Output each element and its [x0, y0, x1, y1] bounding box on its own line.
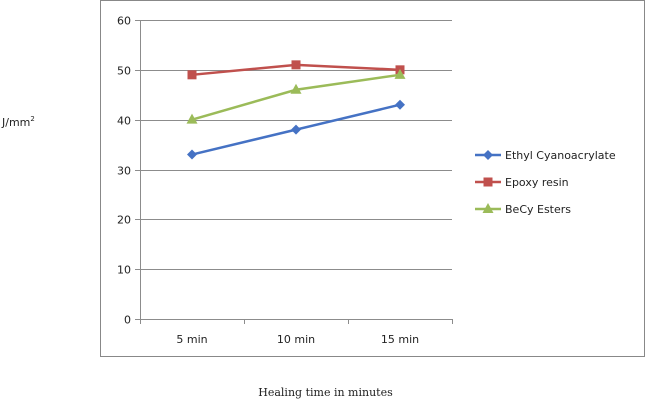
y-tick-label: 60	[117, 15, 131, 28]
data-point	[291, 124, 301, 135]
x-axis-label: Healing time in minutes	[258, 386, 393, 399]
y-tick-label: 30	[117, 165, 131, 178]
legend: Ethyl Cyanoacrylate Epoxy resin BeCy Ester…	[475, 149, 616, 216]
legend-marker	[483, 177, 493, 187]
series-3	[186, 68, 406, 124]
series-2	[187, 60, 405, 80]
y-tick-label: 50	[117, 65, 131, 78]
legend-item: Epoxy resin	[475, 176, 569, 189]
y-axis-label-base: J/mm	[1, 116, 30, 129]
y-tick-labels: 0 10 20 30 40 50 60	[117, 15, 131, 327]
x-tick-label: 15 min	[381, 333, 419, 346]
chart-border	[100, 0, 645, 357]
data-point	[186, 113, 198, 124]
legend-item: BeCy Esters	[475, 203, 571, 216]
y-tick-label: 40	[117, 115, 131, 128]
x-tick-label: 5 min	[176, 333, 207, 346]
data-point	[394, 68, 406, 79]
y-tick-label: 0	[124, 314, 131, 327]
x-tick-labels: 5 min 10 min 15 min	[176, 333, 419, 346]
legend-label: BeCy Esters	[505, 203, 571, 216]
data-point	[395, 99, 405, 110]
y-tick-label: 20	[117, 214, 131, 227]
y-axis-label: J/mm2	[1, 115, 35, 129]
x-tick-label: 10 min	[277, 333, 315, 346]
data-point	[187, 149, 197, 160]
series-1	[187, 99, 405, 160]
y-tick-label: 10	[117, 264, 131, 277]
legend-label: Epoxy resin	[505, 176, 569, 189]
axes	[135, 20, 453, 324]
data-point	[187, 70, 197, 80]
legend-marker	[482, 203, 494, 213]
data-point	[291, 60, 301, 70]
legend-label: Ethyl Cyanoacrylate	[505, 149, 616, 162]
legend-marker	[483, 150, 493, 160]
series-group	[186, 60, 406, 160]
y-axis-label-superscript: 2	[30, 115, 34, 123]
legend-item: Ethyl Cyanoacrylate	[475, 149, 616, 162]
data-point	[290, 83, 302, 94]
gridlines	[140, 20, 452, 270]
